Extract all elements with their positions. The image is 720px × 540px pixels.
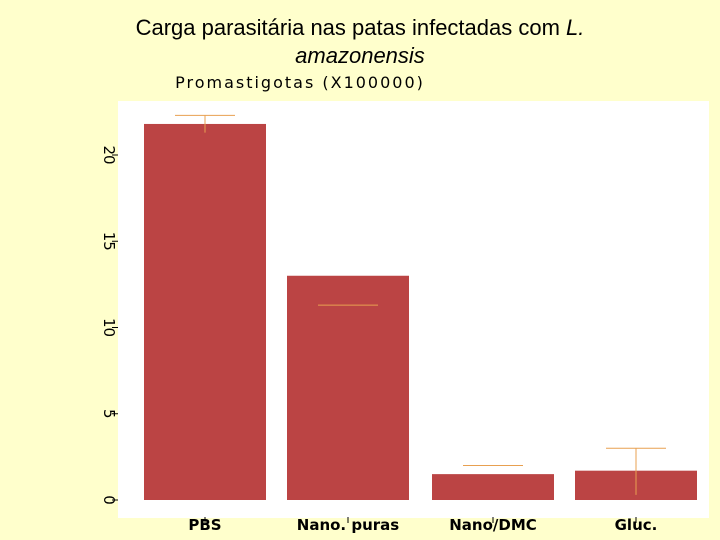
y-tick-label-3: 15	[100, 232, 118, 251]
bar-1	[287, 275, 409, 500]
plot-layer: Promastigotas (X100000) 0 5 10 15 20 PBS Nano. …	[100, 73, 709, 534]
x-tick-label-2: Nano/DMC	[449, 516, 537, 534]
title-prefix: Carga parasitária nas patas infectadas c…	[135, 15, 560, 40]
title-italic-part1: L.	[566, 15, 585, 40]
title-italic-part2: amazonensis	[295, 43, 425, 68]
bar-0	[144, 123, 266, 500]
bar-2	[432, 474, 554, 500]
y-tick-label-2: 10	[100, 318, 118, 337]
y-axis-label: Promastigotas (X100000)	[175, 73, 425, 92]
y-tick-label-1: 5	[100, 409, 118, 419]
y-tick-label-0: 0	[100, 495, 118, 505]
x-tick-label-3: Gluc.	[615, 516, 658, 534]
y-tick-label-4: 20	[100, 145, 118, 164]
chart-title: Carga parasitária nas patas infectadas c…	[0, 14, 720, 70]
x-tick-label-1: Nano. puras	[297, 516, 400, 534]
x-tick-label-0: PBS	[188, 516, 221, 534]
